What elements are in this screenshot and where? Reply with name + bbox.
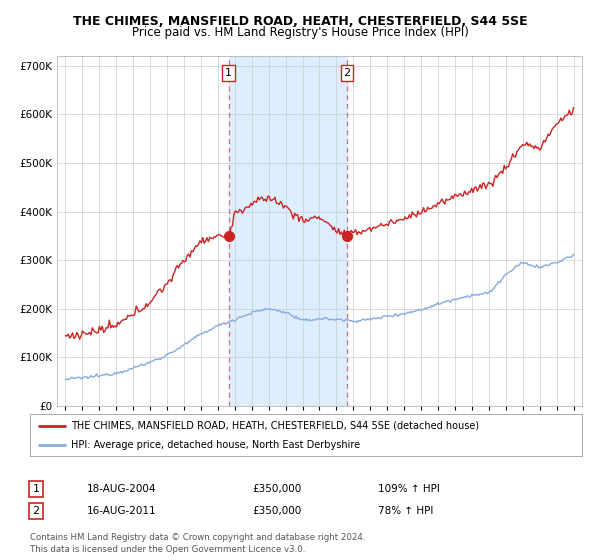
Text: HPI: Average price, detached house, North East Derbyshire: HPI: Average price, detached house, Nort… — [71, 440, 361, 450]
Text: 1: 1 — [225, 68, 232, 78]
Text: 2: 2 — [32, 506, 40, 516]
Text: 18-AUG-2004: 18-AUG-2004 — [87, 484, 157, 494]
Text: Contains HM Land Registry data © Crown copyright and database right 2024.
This d: Contains HM Land Registry data © Crown c… — [30, 533, 365, 554]
Text: 1: 1 — [32, 484, 40, 494]
Text: THE CHIMES, MANSFIELD ROAD, HEATH, CHESTERFIELD, S44 5SE (detached house): THE CHIMES, MANSFIELD ROAD, HEATH, CHEST… — [71, 421, 479, 431]
Text: 2: 2 — [344, 68, 350, 78]
Text: THE CHIMES, MANSFIELD ROAD, HEATH, CHESTERFIELD, S44 5SE: THE CHIMES, MANSFIELD ROAD, HEATH, CHEST… — [73, 15, 527, 28]
Text: Price paid vs. HM Land Registry's House Price Index (HPI): Price paid vs. HM Land Registry's House … — [131, 26, 469, 39]
Text: £350,000: £350,000 — [252, 484, 301, 494]
Text: 16-AUG-2011: 16-AUG-2011 — [87, 506, 157, 516]
Text: £350,000: £350,000 — [252, 506, 301, 516]
Text: 109% ↑ HPI: 109% ↑ HPI — [378, 484, 440, 494]
Bar — [229, 56, 347, 406]
Text: 78% ↑ HPI: 78% ↑ HPI — [378, 506, 433, 516]
